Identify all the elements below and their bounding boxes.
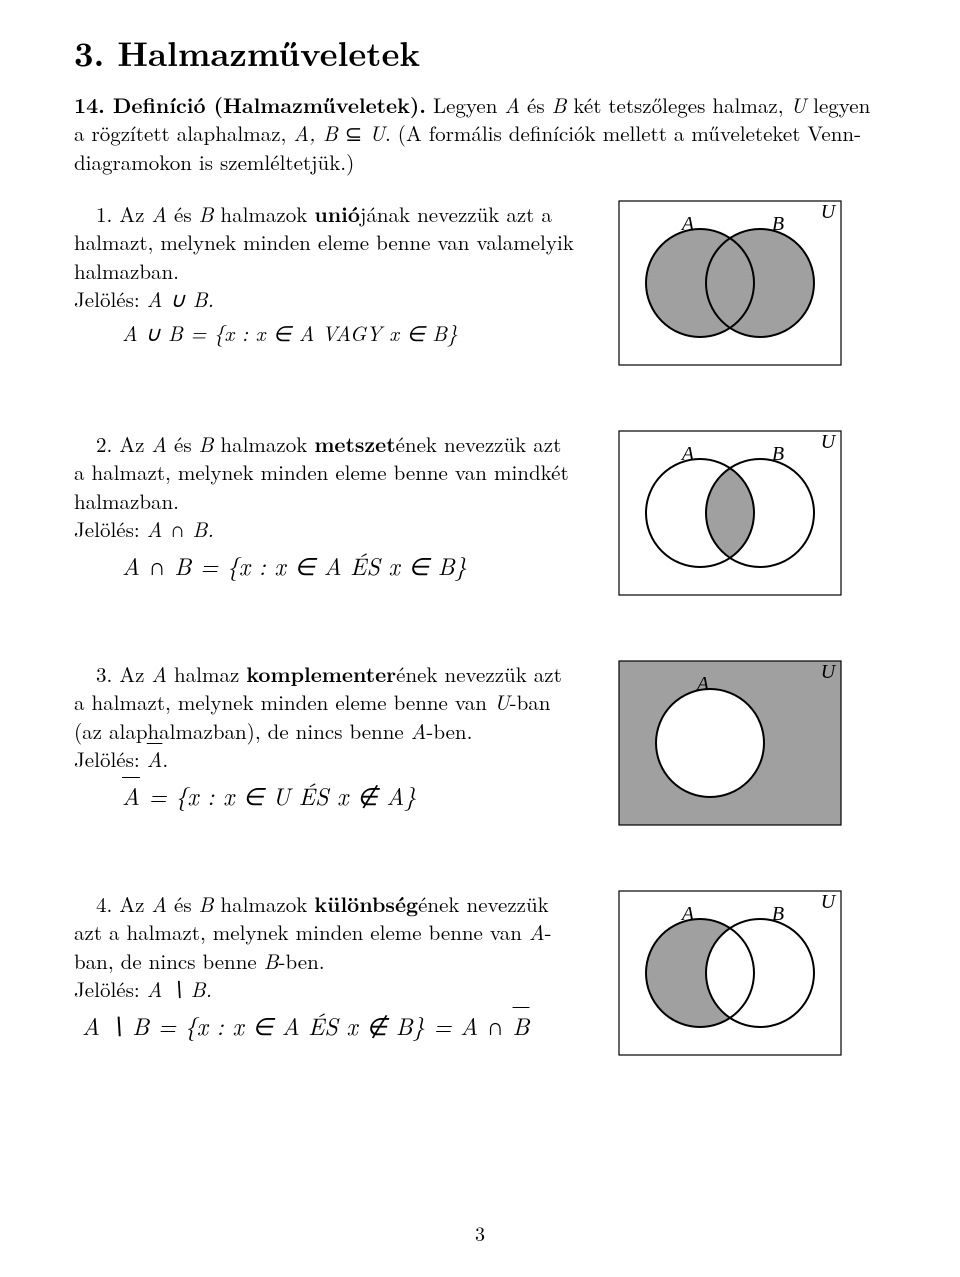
svg-text:B: B: [772, 443, 784, 465]
union-text: 1. Az A és B halmazok uniójának nevezzük…: [74, 200, 574, 348]
difference-diagram: ABU: [574, 890, 886, 1056]
intersection-formula: A ∩ B = {x : x ∈ A ÉS x ∈ B}: [122, 549, 574, 581]
svg-text:U: U: [821, 431, 837, 453]
intersection-diagram: ABU: [574, 430, 886, 596]
svg-text:A: A: [680, 443, 695, 465]
svg-text:U: U: [821, 661, 837, 683]
item-union: 1. Az A és B halmazok uniójának nevezzük…: [74, 200, 886, 366]
complement-diagram: AU: [574, 660, 886, 826]
union-diagram: ABU: [574, 200, 886, 366]
intersection-text: 2. Az A és B halmazok metszetének nevezz…: [74, 430, 574, 582]
svg-text:B: B: [772, 903, 784, 925]
venn-complement: AU: [618, 660, 842, 826]
intro-paragraph: 14. Definíció (Halmazműveletek). Legyen …: [74, 91, 886, 176]
difference-text: 4. Az A és B halmazok különbségének neve…: [74, 890, 574, 1042]
svg-text:A: A: [680, 213, 695, 235]
venn-union: ABU: [618, 200, 842, 366]
svg-text:A: A: [680, 903, 695, 925]
union-formula: A ∪ B = {x : x ∈ A VAGY x ∈ B}: [122, 319, 574, 347]
svg-text:U: U: [821, 201, 837, 223]
item-complement: 3. Az A halmaz komplementerének nevezzük…: [74, 660, 886, 826]
section-title: 3. Halmazműveletek: [74, 28, 886, 77]
item-intersection: 2. Az A és B halmazok metszetének nevezz…: [74, 430, 886, 596]
page: 3. Halmazműveletek 14. Definíció (Halmaz…: [0, 0, 960, 1277]
item-difference: 4. Az A és B halmazok különbségének neve…: [74, 890, 886, 1056]
difference-formula: A ∖ B = {x : x ∈ A ÉS x ∉ B} = A ∩ B: [82, 1009, 574, 1041]
svg-text:U: U: [821, 891, 837, 913]
svg-text:B: B: [772, 213, 784, 235]
page-number: 3: [0, 1218, 960, 1247]
venn-difference: ABU: [618, 890, 842, 1056]
svg-text:A: A: [695, 673, 710, 695]
complement-formula: A = {x : x ∈ U ÉS x ∉ A}: [122, 779, 574, 811]
complement-text: 3. Az A halmaz komplementerének nevezzük…: [74, 660, 574, 812]
venn-intersection: ABU: [618, 430, 842, 596]
definition-label: 14. Definíció (Halmazműveletek).: [74, 90, 426, 120]
